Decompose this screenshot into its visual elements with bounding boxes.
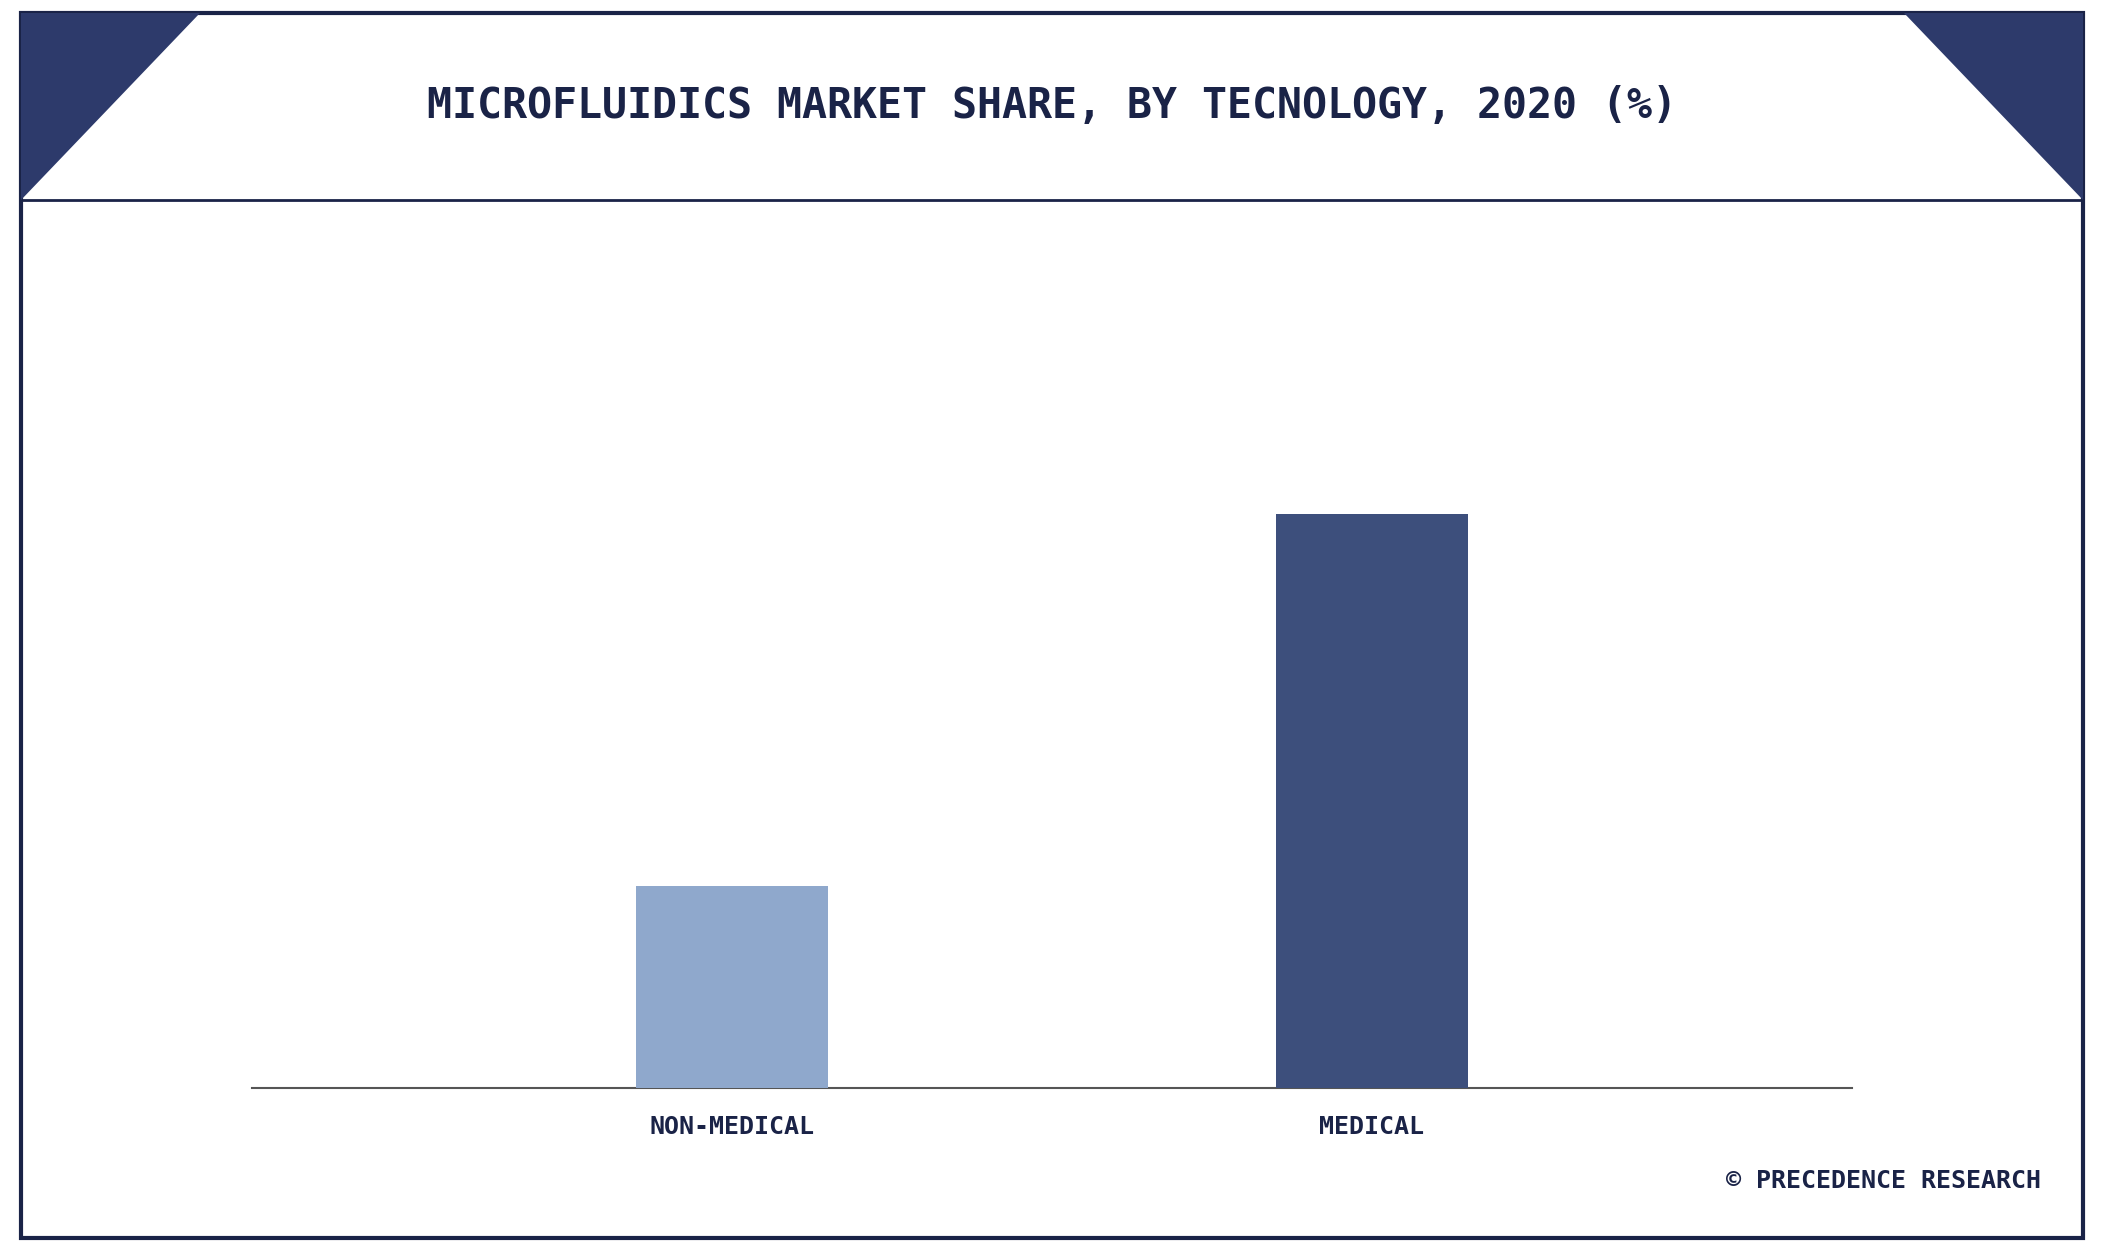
Bar <box>1275 514 1469 1088</box>
Text: MICROFLUIDICS MARKET SHARE, BY TECNOLOGY, 2020 (%): MICROFLUIDICS MARKET SHARE, BY TECNOLOGY… <box>427 85 1677 127</box>
Text: © PRECEDENCE RESEARCH: © PRECEDENCE RESEARCH <box>1725 1169 2041 1194</box>
Bar <box>635 886 829 1088</box>
